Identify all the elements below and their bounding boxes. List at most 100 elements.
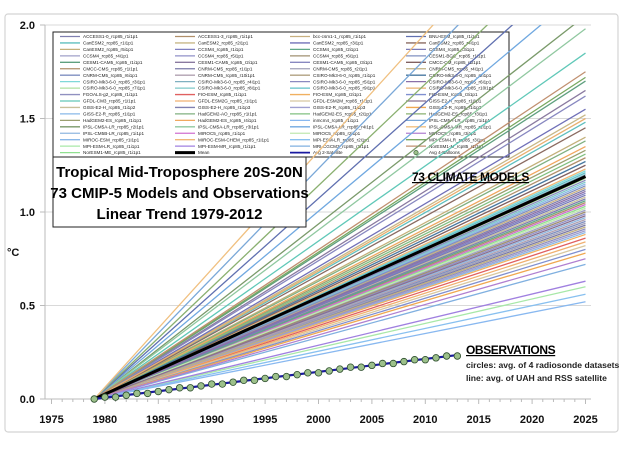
legend-label: FIO-ESM_rcp85_r2i1p1 — [313, 92, 362, 97]
x-tick-label: 2010 — [413, 414, 437, 426]
balloon-point — [453, 352, 462, 360]
y-tick-label: 1.5 — [20, 114, 35, 126]
model-line — [93, 89, 586, 399]
legend-label: MPI-ESM-MR_rcp85_r1i1p1 — [198, 144, 256, 149]
balloon-point — [229, 378, 237, 386]
legend-label: MIROC-ESM-CHEM_rcp85_r1i1p1 — [198, 137, 270, 142]
legend-label: BNU-ESM_rcp85_r1i1p1 — [429, 34, 480, 39]
balloon-point — [111, 393, 120, 401]
model-line — [93, 153, 586, 399]
legend-label: HadGEM2-ES_rcp85_r1i1p1 — [83, 118, 142, 123]
model-line — [93, 145, 586, 399]
model-line — [93, 200, 586, 399]
legend-label: MIROC-ESM_rcp85_r1i1p1 — [83, 137, 140, 142]
legend-label: IPSL-CM5A-LR_rcp85_r4i1p1 — [313, 124, 374, 129]
model-line — [93, 95, 586, 399]
title-line-1: Tropical Mid-Troposphere 20S-20N — [56, 164, 303, 181]
model-line — [93, 52, 586, 399]
legend-label: ACCESS1-3_rcp85_r1i1p1 — [198, 34, 253, 39]
balloon-point — [240, 376, 248, 384]
legend-label: CCSM4_rcp85_r6i1p1 — [313, 53, 359, 58]
legend-label: IPSL-CM5A-LR_rcp85_r1i1p1 — [429, 118, 490, 123]
observations-note-circles: circles: avg. of 4 radiosonde datasets — [466, 360, 620, 370]
legend-label: GISS-E2-H_rcp85_r1i1p3 — [198, 105, 251, 110]
legend-label: CMCC-CMS_rcp85_r1i1p1 — [83, 66, 138, 71]
balloon-point — [442, 352, 451, 360]
balloon-point — [421, 356, 429, 364]
legend-label: CanESM2_rcp85_r3i1p1 — [313, 41, 364, 46]
balloon-point — [175, 384, 184, 392]
legend-label: HadGEM2-AO_rcp85_r1i1p1 — [198, 112, 257, 117]
legend-label: MIROC5_rcp85_r2i1p1 — [313, 131, 361, 136]
legend-label: GFDL-ESM2M_rcp85_r1i1p1 — [313, 99, 373, 104]
x-tick-label: 1980 — [93, 414, 117, 426]
legend-label: MRI-CGCM3_rcp85_r1i1p1 — [313, 144, 369, 149]
legend-label: NorESM1-ME_rcp85_r1i1p1 — [83, 150, 141, 155]
model-line — [94, 226, 586, 399]
legend-label: CanESM2_rcp85_r4i1p1 — [429, 41, 480, 46]
model-line — [93, 76, 586, 399]
x-tick-label: 1975 — [39, 414, 63, 426]
model-line — [93, 28, 586, 399]
balloon-point — [432, 354, 440, 362]
observations-title: OBSERVATIONS — [466, 343, 556, 357]
legend-label: Mean — [198, 150, 210, 155]
legend-label: CCSM4_rcp85_r5i1p1 — [198, 53, 244, 58]
legend-label: GFDL-CM3_rcp85_r1i1p1 — [83, 99, 136, 104]
balloon-point — [207, 380, 216, 388]
model-line — [93, 117, 586, 399]
legend-label: IPSL-CM5B-LR_rcp85_r1i1p1 — [83, 131, 144, 136]
legend-label: GISS-E2-R_rcp85_r1i1p1 — [83, 112, 136, 117]
legend-label: MPI-ESM-LR_rcp85_r1i1p1 — [83, 144, 140, 149]
legend-marker-balloons — [413, 150, 419, 156]
legend-label: FIO-ESM_rcp85_r1i1p1 — [198, 92, 247, 97]
balloon-point — [261, 374, 269, 383]
legend-label: CSIRO-Mk3-6-0_rcp85_r2i1p1 — [429, 73, 492, 78]
x-tick-label: 2020 — [520, 414, 544, 426]
model-line — [94, 286, 586, 399]
legend-label: CNRM-CM5_rcp85_r6i1p1 — [83, 73, 138, 78]
model-line — [94, 293, 586, 399]
axes: 0.0 0.5 1.0 1.5 2.0 1975 1980 1985 1990 1995 2000 2… — [20, 20, 598, 426]
legend-label: CSIRO-Mk3-6-0_rcp85_r7i1p1 — [83, 86, 146, 91]
legend-label: CSIRO-Mk3-6-0_rcp85_r3i1p1 — [83, 79, 146, 84]
legend-label: IPSL-CM5A-LR_rcp85_r3i1p1 — [198, 124, 259, 129]
balloon-point — [101, 393, 109, 401]
legend-label: GISS-E2-H_rcp85_r1i1p1 — [429, 99, 482, 104]
legend-label: IPSL-CM5A-LR_rcp85_r2i1p1 — [83, 124, 144, 129]
y-tick-label: 0.0 — [20, 394, 35, 406]
legend: ACCESS1-0_rcp85_r1i1p1 CanESM2_rcp85_r1i1… — [52, 31, 510, 158]
model-lines — [93, 25, 587, 399]
balloon-point — [122, 391, 130, 399]
legend-label: NorESM1-M_rcp85_r1i1p1 — [429, 144, 484, 149]
balloon-point — [165, 385, 173, 394]
model-line — [93, 25, 514, 399]
legend-label: Avg 2-Satellite — [313, 150, 343, 155]
x-tick-label: 1995 — [253, 414, 277, 426]
model-line — [94, 258, 586, 399]
balloon-point — [282, 372, 291, 381]
title-line-2: 73 CMIP-5 Models and Observations — [50, 185, 308, 202]
legend-label: MIROC5_rcp85_r1i1p1 — [198, 131, 246, 136]
legend-label: bcc-csm1-1_rcp85_r1i1p1 — [313, 34, 367, 39]
balloon-point — [250, 376, 259, 384]
legend-label: CanESM2_rcp85_r1i1p1 — [83, 41, 134, 46]
legend-label: CESM1-CAM5_rcp85_r1i1p1 — [83, 60, 143, 65]
legend-label: CNRM-CM5_rcp85_r4i1p1 — [429, 66, 484, 71]
balloon-point — [272, 372, 280, 381]
model-line — [93, 160, 586, 399]
legend-label: GISS-E2-H_rcp85_r1i1p2 — [83, 105, 136, 110]
model-line — [93, 25, 489, 399]
balloon-point — [304, 369, 312, 377]
model-line — [93, 71, 586, 399]
balloon-point — [293, 370, 301, 379]
balloon-point — [400, 357, 408, 366]
x-tick-label: 1990 — [199, 414, 223, 426]
x-tick-label: 2000 — [306, 414, 330, 426]
legend-label: CSIRO-Mk3-6-0_rcp85_r1i1p1 — [313, 73, 376, 78]
model-line — [93, 108, 586, 399]
model-line — [93, 215, 586, 399]
legend-label: ACCESS1-0_rcp85_r1i1p1 — [83, 34, 138, 39]
model-line — [93, 25, 434, 399]
y-tick-label: 1.0 — [20, 207, 35, 219]
